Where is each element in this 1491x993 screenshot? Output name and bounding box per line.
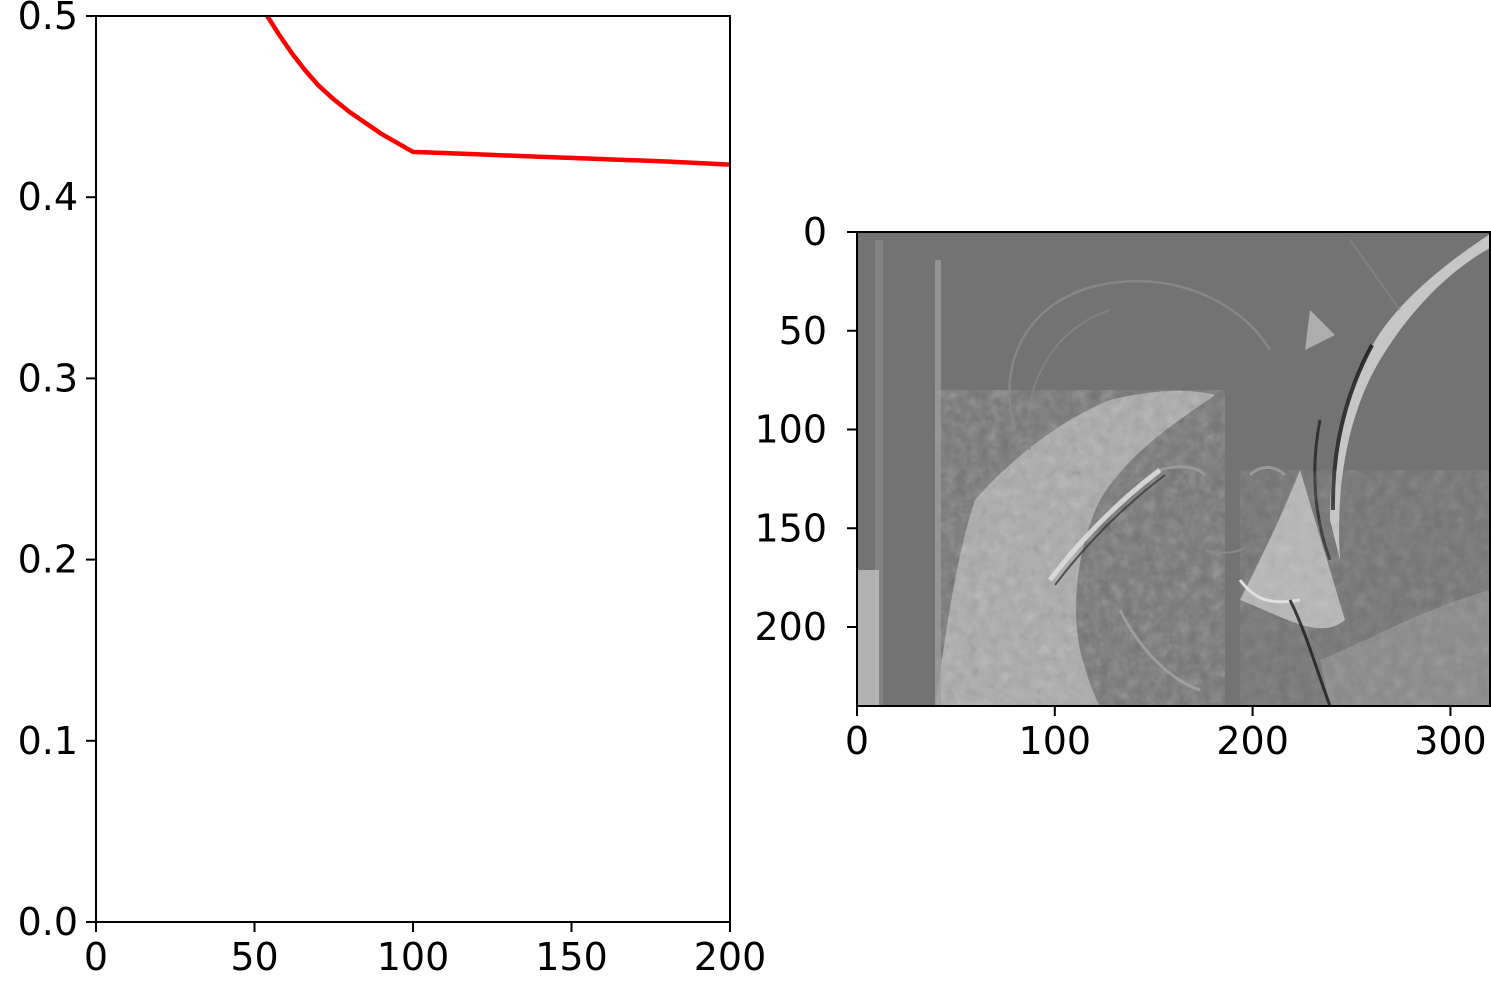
line-x-tick-label: 200 <box>694 935 767 979</box>
line-y-tick-label: 0.3 <box>18 356 78 400</box>
image-y-tick-label: 100 <box>754 408 827 452</box>
image-edge-bar-1 <box>875 240 883 706</box>
image-edge-brim <box>1330 234 1490 560</box>
line-x-tick-label: 150 <box>535 935 608 979</box>
image-edge-face <box>1048 468 1162 582</box>
image-edge-eye-right <box>1248 466 1287 477</box>
line-y-tick-label: 0.4 <box>18 175 78 219</box>
image-x-tick-label: 0 <box>845 719 869 763</box>
image-edge-top-streak <box>1349 239 1401 311</box>
line-y-tick-label: 0.1 <box>18 719 78 763</box>
image-y-tick-label: 200 <box>754 605 827 649</box>
image-edge-eye-left <box>1159 465 1207 477</box>
image-texture-noise-left <box>935 390 1225 706</box>
image-edge-top-triangle <box>1305 310 1335 350</box>
image-edge-hat <box>1008 279 1272 431</box>
line-chart: 0 50 100 150 200 0.0 0.1 0.2 0.3 0.4 0.5 <box>18 0 767 979</box>
line-x-tick-label: 100 <box>377 935 450 979</box>
image-edge-face-shadow <box>1054 474 1166 586</box>
image-y-tick-label: 0 <box>803 210 827 254</box>
image-x-tick-label: 300 <box>1414 719 1487 763</box>
line-chart-x-axis: 0 50 100 150 200 <box>84 922 766 979</box>
image-y-tick-label: 150 <box>754 506 827 550</box>
line-y-tick-label: 0.0 <box>18 900 78 944</box>
image-frame <box>856 231 1491 707</box>
line-x-tick-label: 50 <box>230 935 278 979</box>
line-y-tick-label: 0.5 <box>18 0 78 38</box>
image-panel: 0 100 200 300 0 50 100 150 200 <box>754 210 1491 763</box>
image-edge-neck <box>1288 599 1332 706</box>
image-y-axis: 0 50 100 150 200 <box>754 210 857 649</box>
image-y-tick-label: 50 <box>779 309 827 353</box>
image-edge-bar-2 <box>935 260 941 706</box>
image-edge-mouth <box>1204 547 1246 554</box>
image-edge-hat-2 <box>1027 309 1111 451</box>
image-x-tick-label: 200 <box>1216 719 1289 763</box>
image-x-tick-label: 100 <box>1019 719 1092 763</box>
line-y-tick-label: 0.2 <box>18 538 78 582</box>
image-texture-noise-right <box>1240 470 1490 706</box>
line-chart-plot-area <box>96 16 730 922</box>
line-chart-y-axis: 0.0 0.1 0.2 0.3 0.4 0.5 <box>18 0 96 944</box>
image-edge-bar-3 <box>857 570 879 706</box>
line-x-tick-label: 0 <box>84 935 108 979</box>
image-x-axis: 0 100 200 300 <box>845 706 1487 763</box>
image-content <box>857 232 1490 706</box>
image-edge-cheek <box>1118 609 1201 692</box>
line-series <box>265 14 731 167</box>
